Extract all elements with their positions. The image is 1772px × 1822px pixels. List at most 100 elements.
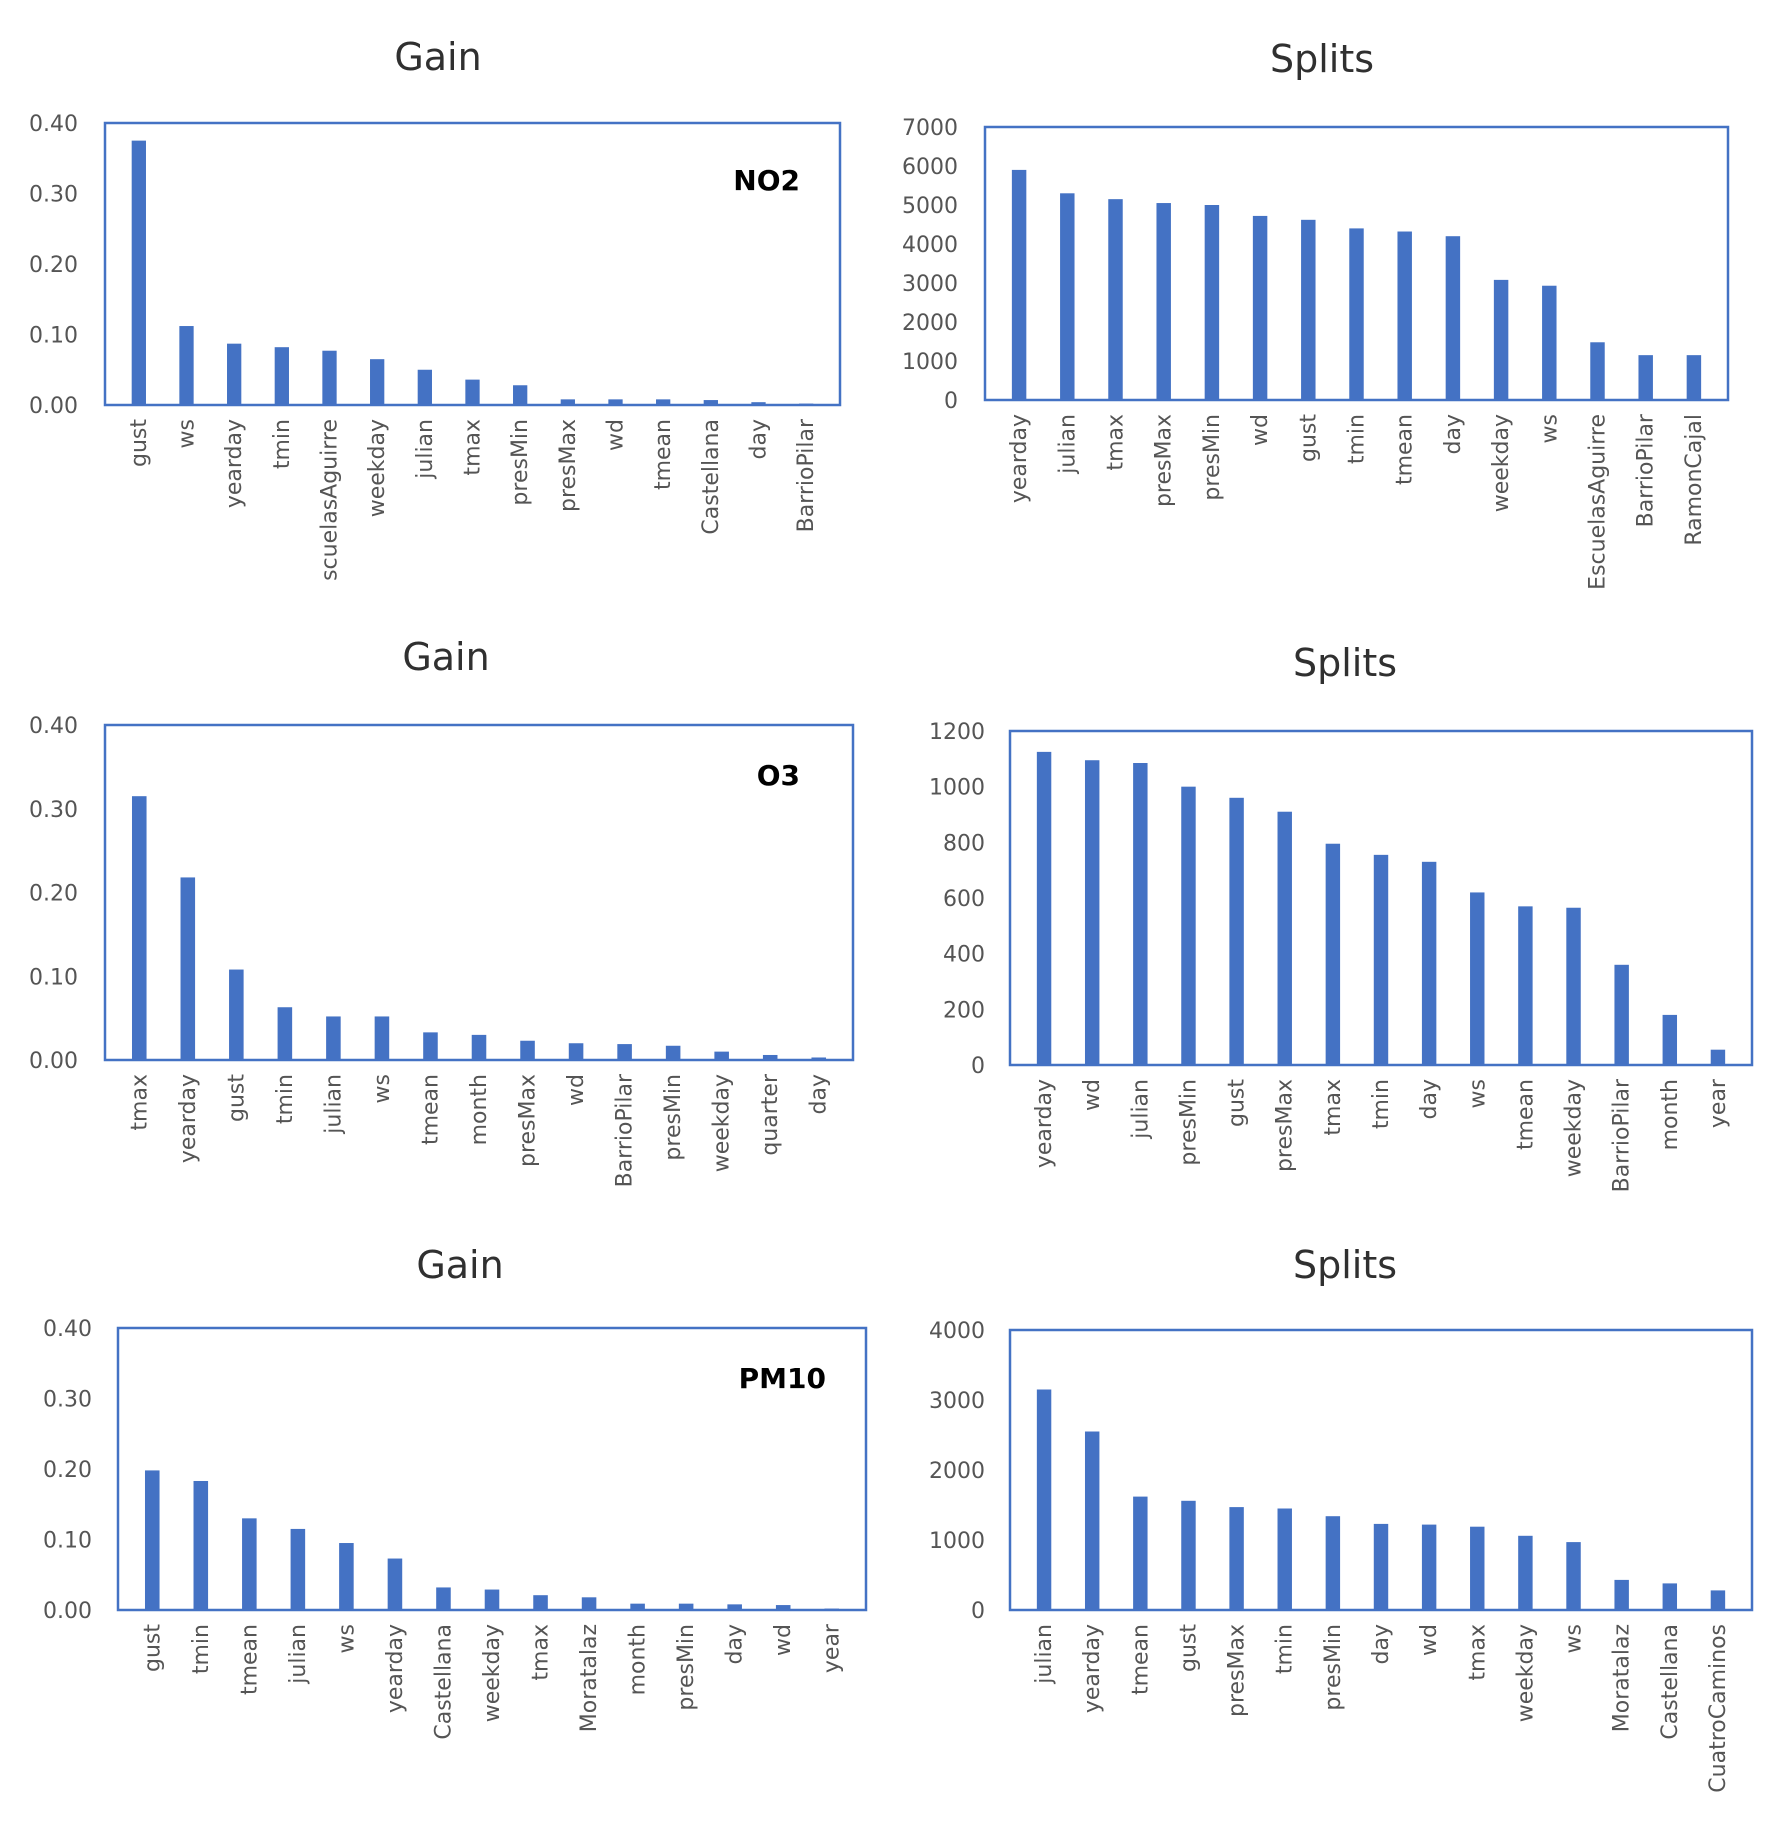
category-label: tmin <box>1345 414 1370 464</box>
bar-tmax <box>533 1595 548 1610</box>
bar-ws <box>1470 892 1485 1065</box>
y-tick-label: 1200 <box>929 720 985 745</box>
plot-frame <box>103 723 855 1062</box>
y-tick-label: 200 <box>943 998 985 1023</box>
bar-tmin <box>274 347 289 405</box>
bar-tmean <box>242 1518 257 1610</box>
category-label: wd <box>604 419 629 451</box>
y-tick-label: 0.00 <box>43 1599 92 1624</box>
bar-weekday <box>484 1589 500 1610</box>
chart-panel-1: Gain 0.00 0.10 0.20 0.30 0.40 NO2 gust ws yearday… <box>29 35 842 581</box>
y-tick-label: 0.00 <box>29 1049 78 1074</box>
category-label: day <box>1441 414 1466 454</box>
y-tick-label: 0.20 <box>29 253 78 278</box>
bar-yearday <box>180 877 196 1060</box>
bar-weekday <box>1566 907 1581 1065</box>
bar-julian <box>1036 1389 1052 1610</box>
bar-day <box>1373 1523 1389 1610</box>
bar-tmax <box>131 796 147 1060</box>
y-tick-label: 3000 <box>902 272 958 297</box>
bar-day <box>751 402 766 405</box>
y-tick-label: 0.10 <box>29 965 78 990</box>
bar-tmin <box>1373 854 1389 1065</box>
category-label: presMax <box>1152 414 1177 507</box>
y-tick-label: 5000 <box>902 194 958 219</box>
bar-tmin <box>193 1480 209 1610</box>
category-label: gust <box>1296 414 1321 462</box>
category-label: tmax <box>1104 414 1129 471</box>
bar-presMax <box>1156 203 1171 400</box>
category-label: BarrioPilar <box>613 1073 638 1187</box>
category-label: gust <box>1225 1079 1250 1127</box>
category-label: tmean <box>1393 414 1418 485</box>
y-tick-label: 0.30 <box>29 798 78 823</box>
category-label: BarrioPilar <box>794 418 819 532</box>
category-label: julian <box>286 1624 311 1685</box>
plot-frame <box>103 121 842 407</box>
bar-Moratalaz <box>1614 1579 1629 1610</box>
pollutant-label: O3 <box>757 759 800 792</box>
bar-year <box>1710 1049 1726 1065</box>
bar-ws <box>1566 1542 1581 1610</box>
category-label: gust <box>140 1624 165 1672</box>
category-label: tmean <box>651 419 676 490</box>
bar-month <box>630 1603 645 1610</box>
bar-BarrioPilar <box>617 1044 632 1060</box>
y-tick-label: 3000 <box>929 1389 985 1414</box>
category-label: BarrioPilar <box>1610 1078 1635 1192</box>
category-label: tmean <box>1513 1079 1538 1150</box>
y-tick-label: 1000 <box>902 350 958 375</box>
bar-scuelasAguirre <box>322 350 337 405</box>
bar-tmax <box>1470 1526 1485 1610</box>
category-label: tmax <box>1465 1624 1490 1681</box>
bar-gust <box>229 969 244 1060</box>
bar-presMin <box>1204 205 1220 400</box>
chart-panel-2: Splits 0 1000 2000 3000 4000 5000 6000 7000 yeard… <box>902 37 1730 590</box>
category-label: tmin <box>1369 1079 1394 1129</box>
y-tick-label: 0.00 <box>29 394 78 419</box>
y-tick-label: 0 <box>944 389 958 414</box>
bar-tmean <box>423 1032 438 1060</box>
y-tick-label: 1000 <box>929 776 985 801</box>
category-label: tmax <box>529 1624 554 1681</box>
category-label: tmin <box>270 419 295 469</box>
category-label: yearday <box>1032 1079 1057 1168</box>
bar-tmean <box>1518 906 1533 1065</box>
pollutant-label: PM10 <box>739 1362 826 1395</box>
y-tick-label: 2000 <box>929 1459 985 1484</box>
bar-tmax <box>1108 199 1123 400</box>
bar-tmean <box>1133 1496 1148 1610</box>
category-label: gust <box>127 419 152 467</box>
category-label: ws <box>175 419 200 448</box>
category-label: presMax <box>556 419 581 512</box>
category-label: yearday <box>1007 414 1032 503</box>
bar-CuatroCaminos <box>1710 1590 1726 1610</box>
category-label: RamonCajal <box>1682 414 1707 546</box>
bar-month <box>471 1034 487 1060</box>
category-label: presMax <box>1225 1624 1250 1717</box>
bar-weekday <box>1518 1535 1533 1610</box>
y-tick-label: 6000 <box>902 155 958 180</box>
bar-Moratalaz <box>581 1597 597 1610</box>
bar-tmin <box>1277 1508 1292 1610</box>
category-label: gust <box>1176 1624 1201 1672</box>
category-label: weekday <box>1562 1079 1587 1177</box>
category-label: weekday <box>1489 414 1514 512</box>
bar-ws <box>339 1543 354 1610</box>
bar-tmin <box>1349 228 1364 400</box>
bar-presMin <box>513 385 528 405</box>
category-label: presMax <box>1273 1079 1298 1172</box>
category-label: presMin <box>1321 1624 1346 1711</box>
category-label: julian <box>413 419 438 480</box>
category-label: year <box>820 1623 845 1673</box>
y-tick-label: 400 <box>943 943 985 968</box>
bar-wd <box>568 1043 584 1060</box>
bar-tmax <box>465 379 480 405</box>
category-label: tmean <box>1128 1624 1153 1695</box>
category-label: yearday <box>1080 1624 1105 1713</box>
category-label: CuatroCaminos <box>1706 1624 1731 1793</box>
bar-gust <box>131 140 146 405</box>
category-label: tmean <box>237 1624 262 1695</box>
category-label: Castellana <box>699 419 724 535</box>
